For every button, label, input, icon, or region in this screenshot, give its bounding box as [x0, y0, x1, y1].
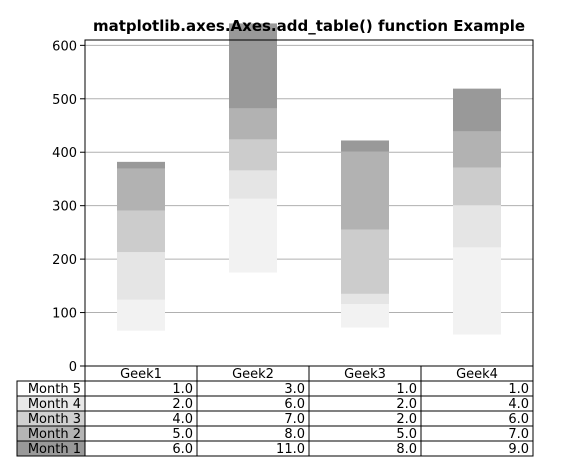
table-cell-value: 11.0 — [276, 442, 305, 457]
bar-segment — [341, 140, 389, 152]
table-cell-value: 1.0 — [172, 382, 193, 397]
bar-segment — [229, 139, 277, 171]
y-tick-label: 200 — [52, 253, 77, 268]
data-table: Geek1 Geek2 Geek3 Geek4 Month 5 1.0 3.0 1.0 1.0 M… — [16, 365, 534, 457]
bar-segment — [117, 252, 165, 300]
stacked-bars — [117, 23, 501, 335]
table-cell-value: 7.0 — [284, 412, 305, 427]
y-axis: 0 100 200 300 400 500 600 — [52, 39, 85, 375]
table-cell-value: 1.0 — [508, 382, 529, 397]
y-tick-label: 600 — [52, 39, 77, 54]
table-col-header: Geek4 — [456, 367, 498, 382]
table-cell-value: 6.0 — [172, 442, 193, 457]
table-cell-value: 5.0 — [396, 427, 417, 442]
y-tick-label: 500 — [52, 93, 77, 108]
bar-segment — [453, 167, 501, 206]
chart-title: matplotlib.axes.Axes.add_table() functio… — [93, 17, 525, 35]
bar-segment — [229, 170, 277, 199]
bar-segment — [341, 304, 389, 328]
y-tick-label: 0 — [69, 360, 77, 375]
bar-segment — [117, 210, 165, 253]
table-cell-value: 2.0 — [396, 412, 417, 427]
y-tick-label: 100 — [52, 307, 77, 322]
table-cell-value: 4.0 — [172, 412, 193, 427]
table-row-header: Month 5 — [28, 382, 81, 397]
bar-segment — [341, 151, 389, 230]
bar-segment — [229, 108, 277, 140]
bar-segment — [453, 88, 501, 132]
bar-segment — [117, 168, 165, 211]
table-row-header: Month 4 — [28, 397, 81, 412]
table-cell-value: 8.0 — [284, 427, 305, 442]
bar-segment — [117, 299, 165, 331]
bar-segment — [229, 23, 277, 109]
bar-segment — [341, 293, 389, 305]
table-cell-value: 2.0 — [172, 397, 193, 412]
table-cell-value: 3.0 — [284, 382, 305, 397]
bar-segment — [229, 198, 277, 273]
table-cell-value: 4.0 — [508, 397, 529, 412]
table-row-header: Month 1 — [28, 442, 81, 457]
table-cell-value: 7.0 — [508, 427, 529, 442]
table-cell-value: 6.0 — [284, 397, 305, 412]
table-cell-value: 5.0 — [172, 427, 193, 442]
bar-segment — [117, 161, 165, 169]
bar-segment — [453, 205, 501, 248]
table-cell-value: 2.0 — [396, 397, 417, 412]
table-row-header: Month 3 — [28, 412, 81, 427]
table-cell — [420, 440, 534, 457]
table-cell-value: 8.0 — [396, 442, 417, 457]
table-cell-value: 1.0 — [396, 382, 417, 397]
y-tick-label: 300 — [52, 200, 77, 215]
table-cell-value: 9.0 — [508, 442, 529, 457]
table-col-header: Geek1 — [120, 367, 162, 382]
table-col-header: Geek2 — [232, 367, 274, 382]
bar-segment — [453, 247, 501, 335]
table-cell-value: 6.0 — [508, 412, 529, 427]
table-col-header: Geek3 — [344, 367, 386, 382]
y-tick-label: 400 — [52, 146, 77, 161]
table-row-header: Month 2 — [28, 427, 81, 442]
bar-segment — [341, 229, 389, 294]
bar-segment — [453, 131, 501, 168]
